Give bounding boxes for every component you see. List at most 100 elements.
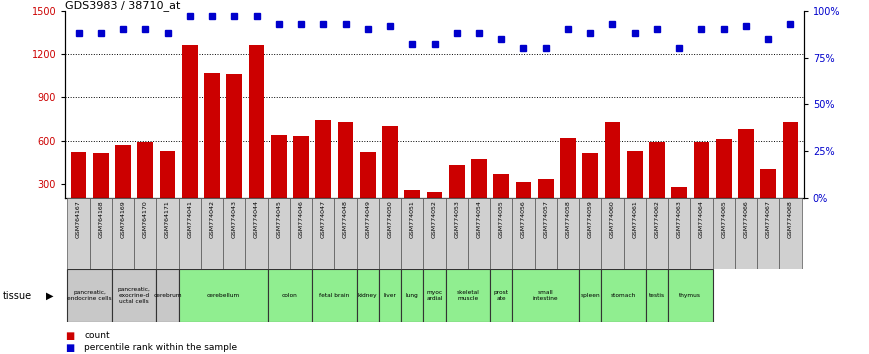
Bar [201, 198, 223, 269]
Bar [312, 198, 335, 269]
Bar [446, 198, 468, 269]
Text: prost
ate: prost ate [494, 290, 508, 301]
Text: GSM764171: GSM764171 [165, 200, 170, 238]
Bar [783, 122, 799, 227]
Text: ■: ■ [65, 343, 75, 353]
Bar [738, 129, 753, 227]
Text: GSM774041: GSM774041 [187, 200, 192, 238]
Bar [538, 179, 554, 227]
Bar [427, 193, 442, 227]
Bar [179, 198, 201, 269]
Bar [735, 198, 757, 269]
Bar [293, 136, 308, 227]
Text: GSM774063: GSM774063 [677, 200, 682, 238]
Text: GSM774060: GSM774060 [610, 200, 615, 238]
Bar [468, 198, 490, 269]
Text: count: count [84, 331, 109, 340]
Text: GSM764168: GSM764168 [98, 200, 103, 238]
Bar [513, 269, 579, 322]
Bar [601, 198, 624, 269]
Bar [557, 198, 579, 269]
Text: GSM774066: GSM774066 [744, 200, 748, 238]
Text: cerebellum: cerebellum [207, 293, 240, 298]
Text: GSM774055: GSM774055 [499, 200, 504, 238]
Bar [713, 198, 735, 269]
Bar [90, 198, 112, 269]
Bar [227, 74, 242, 227]
Text: tissue: tissue [3, 291, 32, 301]
Bar [379, 269, 401, 322]
Bar [605, 122, 620, 227]
Bar [68, 269, 112, 322]
Text: ■: ■ [65, 331, 75, 341]
Bar [156, 269, 179, 322]
Bar [137, 142, 153, 227]
Text: GSM764170: GSM764170 [143, 200, 148, 238]
Bar [70, 152, 86, 227]
Bar [223, 198, 245, 269]
Bar [449, 165, 465, 227]
Text: cerebrum: cerebrum [153, 293, 182, 298]
Text: GSM774043: GSM774043 [232, 200, 236, 238]
Text: small
intestine: small intestine [533, 290, 559, 301]
Bar [268, 269, 312, 322]
Bar [290, 198, 312, 269]
Bar [360, 152, 375, 227]
Bar [423, 269, 446, 322]
Text: GSM774057: GSM774057 [543, 200, 548, 238]
Text: GSM774046: GSM774046 [299, 200, 303, 238]
Bar [312, 269, 356, 322]
Bar [160, 150, 176, 227]
Text: GSM774061: GSM774061 [633, 200, 637, 238]
Bar [646, 269, 668, 322]
Text: GSM774048: GSM774048 [343, 200, 348, 238]
Text: lung: lung [406, 293, 419, 298]
Text: GSM774053: GSM774053 [454, 200, 459, 238]
Text: thymus: thymus [680, 293, 701, 298]
Text: spleen: spleen [580, 293, 600, 298]
Bar [515, 182, 531, 227]
Text: stomach: stomach [611, 293, 636, 298]
Text: liver: liver [383, 293, 396, 298]
Text: GSM774062: GSM774062 [654, 200, 660, 238]
Bar [760, 169, 776, 227]
Bar [68, 198, 90, 269]
Bar [579, 198, 601, 269]
Bar [401, 198, 423, 269]
Bar [471, 159, 487, 227]
Text: GSM764169: GSM764169 [121, 200, 125, 238]
Text: GSM774054: GSM774054 [476, 200, 481, 238]
Bar [672, 187, 687, 227]
Bar [601, 269, 646, 322]
Bar [182, 45, 197, 227]
Bar [338, 122, 354, 227]
Text: fetal brain: fetal brain [319, 293, 349, 298]
Bar [401, 269, 423, 322]
Bar [156, 198, 179, 269]
Bar [335, 198, 356, 269]
Text: pancreatic,
exocrine-d
uctal cells: pancreatic, exocrine-d uctal cells [117, 287, 150, 304]
Bar [356, 269, 379, 322]
Bar [494, 174, 509, 227]
Text: GSM764167: GSM764167 [76, 200, 81, 238]
Bar [315, 120, 331, 227]
Bar [93, 154, 109, 227]
Text: GDS3983 / 38710_at: GDS3983 / 38710_at [65, 0, 181, 11]
Bar [779, 198, 801, 269]
Text: GSM774051: GSM774051 [410, 200, 415, 238]
Bar [668, 269, 713, 322]
Bar [646, 198, 668, 269]
Text: GSM774064: GSM774064 [699, 200, 704, 238]
Bar [249, 45, 264, 227]
Text: GSM774045: GSM774045 [276, 200, 282, 238]
Bar [268, 198, 290, 269]
Bar [382, 126, 398, 227]
Bar [379, 198, 401, 269]
Bar [757, 198, 779, 269]
Text: myoc
ardial: myoc ardial [427, 290, 442, 301]
Text: kidney: kidney [358, 293, 377, 298]
Text: GSM774067: GSM774067 [766, 200, 771, 238]
Bar [668, 198, 690, 269]
Text: GSM774065: GSM774065 [721, 200, 726, 238]
Bar [112, 269, 156, 322]
